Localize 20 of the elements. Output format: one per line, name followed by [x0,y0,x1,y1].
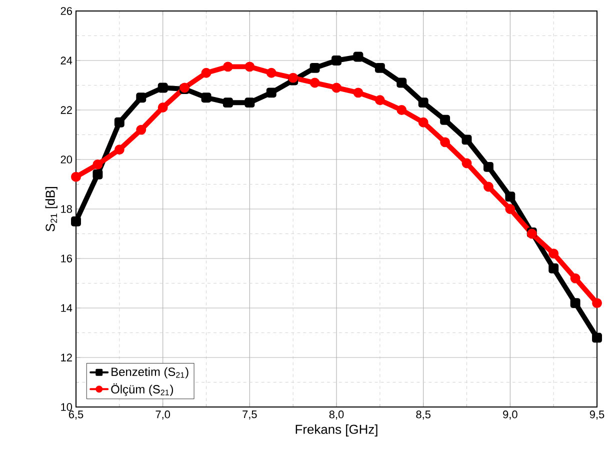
x-tick-label: 7,5 [242,410,257,420]
y-tick-label: 22 [60,106,72,114]
x-tick-label: 9,5 [590,410,604,420]
x-tick-label: 6,5 [68,410,84,420]
y-axis-title: S$_{21}$ [dB] [45,186,58,232]
x-axis-title: Frekans [GHz] [296,424,378,436]
y-tick-label: 20 [60,156,72,164]
x-tick-label: 7,0 [156,410,170,420]
y-tick-label: 18 [61,205,72,213]
x-tick-label: 8,0 [329,410,344,420]
y-tick-label: 12 [61,354,72,362]
y-tick-label: 14 [61,304,72,312]
legend-label: Benzetim (S$_{21}$) [112,367,188,378]
legend-label: Ölçüm (S$_{21}$) [111,383,174,396]
x-tick-label: 9,0 [503,410,518,420]
y-tick-label: 16 [61,254,72,262]
y-tick-label: 26 [60,7,72,15]
y-tick-label: 24 [60,56,72,64]
y-tick-label: 10 [61,403,72,411]
x-tick-label: 8,5 [416,410,430,420]
